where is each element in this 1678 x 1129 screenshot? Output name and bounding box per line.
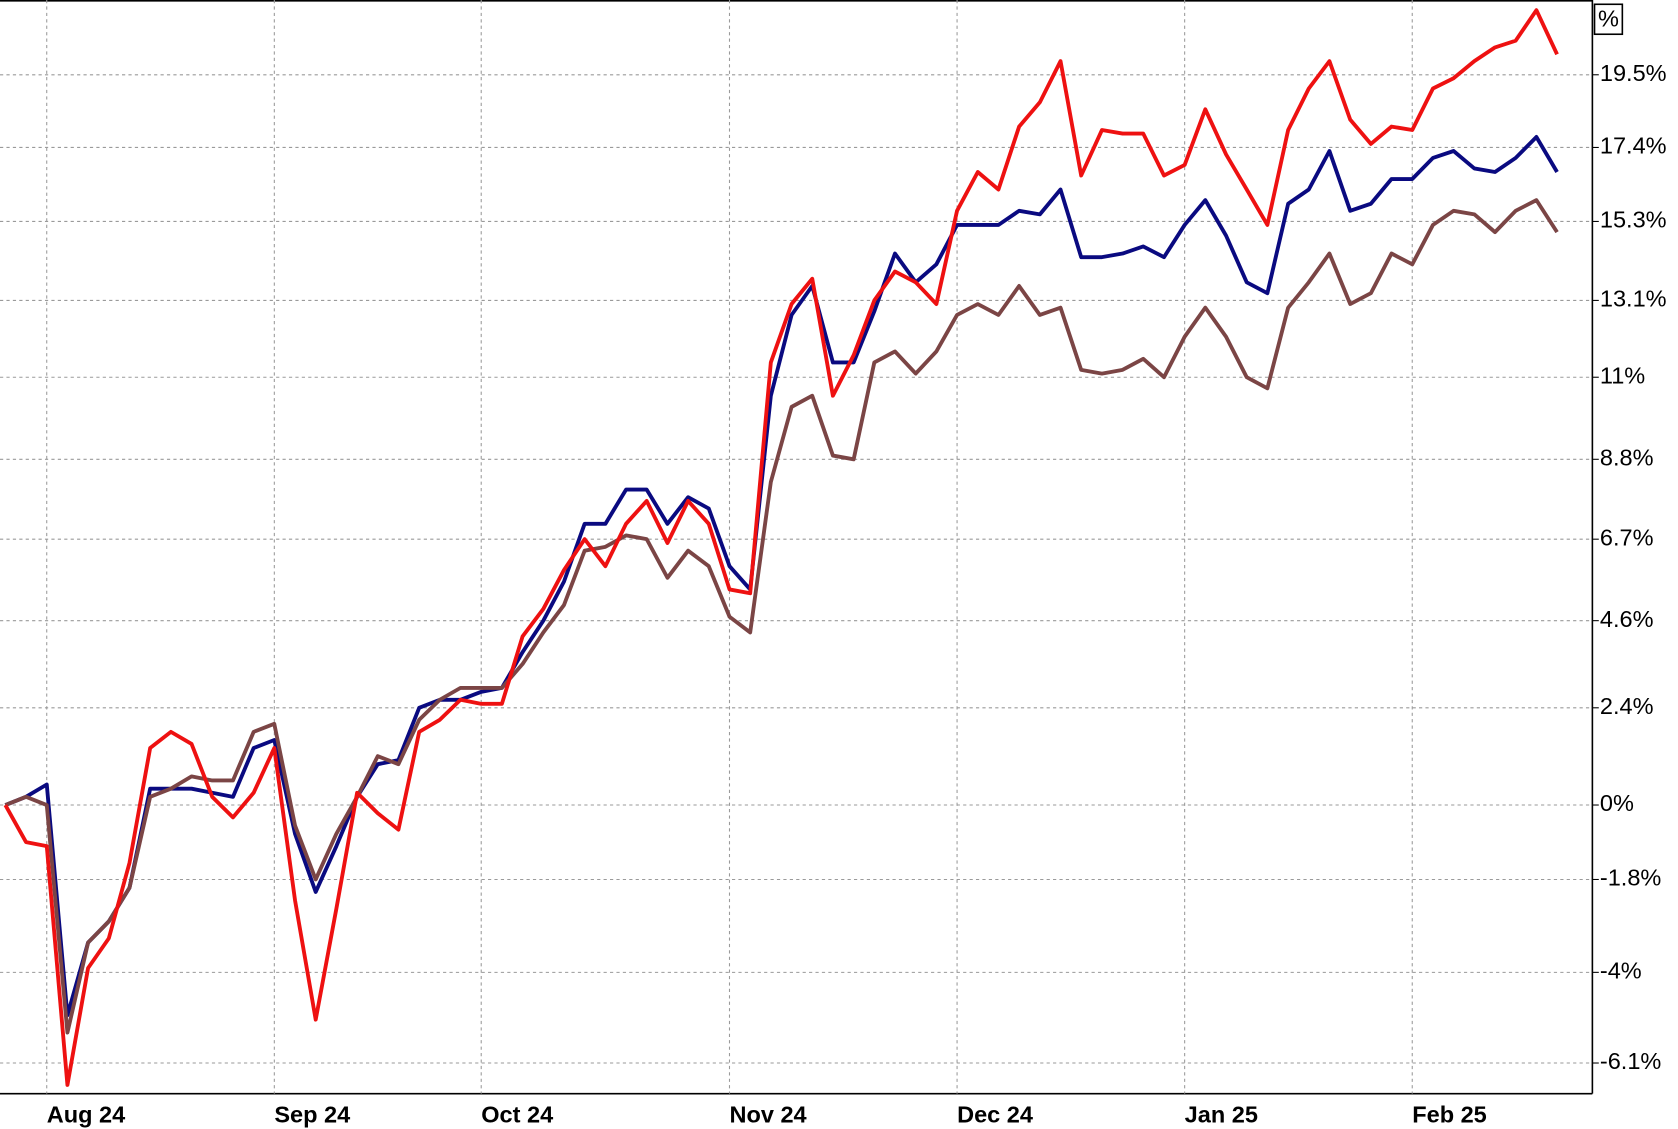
series-line [4,198,1559,1035]
x-tick-label: Sep 24 [274,1101,350,1127]
y-tick-label: 19.5% [1600,60,1667,86]
y-tick-label: 8.8% [1600,445,1654,471]
y-tick-label: 6.7% [1600,524,1654,550]
y-tick-label: 11% [1600,362,1645,388]
x-tick-label: Aug 24 [47,1101,125,1127]
series-line [4,135,1559,1018]
y-tick-label: 17.4% [1600,133,1667,159]
x-tick-label: Nov 24 [729,1101,806,1127]
y-tick-label: 13.1% [1600,286,1667,312]
y-tick-label: -4% [1600,958,1642,984]
y-tick-label: -1.8% [1600,865,1662,891]
unit-box [1593,3,1624,36]
x-tick-label: Oct 24 [481,1101,553,1127]
x-tick-label: Jan 25 [1185,1101,1258,1127]
x-tick-label: Dec 24 [957,1101,1033,1127]
y-unit: % [1598,6,1619,32]
y-tick-label: 0% [1600,790,1634,816]
x-tick-label: Feb 25 [1412,1101,1487,1127]
y-tick-label: 15.3% [1600,207,1667,233]
y-tick-label: -6.1% [1600,1048,1662,1074]
grid [0,0,1593,1094]
series-line [3,8,1559,1087]
lines [3,8,1559,1087]
y-tick-label: 2.4% [1600,693,1654,719]
y-tick-label: 4.6% [1600,606,1654,632]
